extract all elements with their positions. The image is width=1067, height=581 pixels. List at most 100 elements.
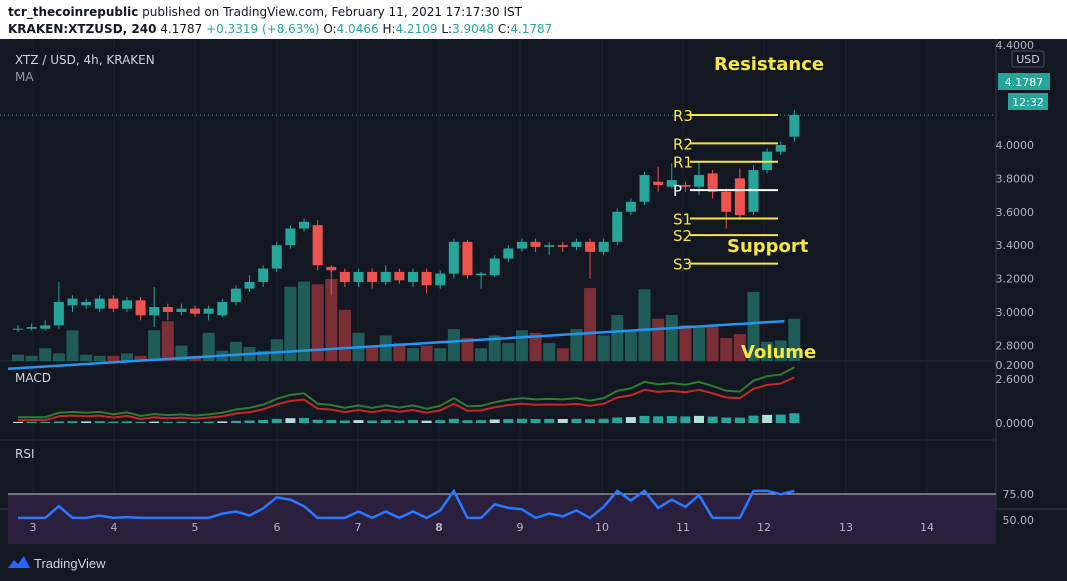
countdown-tag [1008,93,1048,110]
candle-body [312,225,323,266]
ohlc-line: KRAKEN:XTZUSD, 240 4.1787 +0.3319 (+8.63… [8,22,552,36]
macd-hist-bar [81,421,92,423]
indicator-lines [7,319,795,520]
macd-hist-bar [489,419,500,423]
volume-bar [311,284,324,361]
candle-body [230,288,241,302]
macd-hist-bar [666,416,677,423]
support-label: Support [727,236,809,257]
candle-body [94,298,105,309]
price-tick-label: 3.8000 [996,172,1035,185]
price-tag-value: 4.1787 [1005,76,1044,89]
macd-hist-bar [680,416,691,423]
footer: TradingView [0,544,1067,581]
volume-bar [420,345,433,361]
macd-hist-bar [748,415,759,423]
pane-title: XTZ / USD, 4h, KRAKEN [15,53,155,67]
candle-body [557,245,568,247]
high-label: H: [382,22,396,36]
candle-body [598,241,609,252]
pivot-level-label: S1 [673,210,692,228]
volume-bar [93,355,106,361]
candle-body [26,327,37,329]
pivot-level-label: R2 [673,135,693,153]
author-name[interactable]: tcr_thecoinrepublic [8,5,139,19]
time-tick-label: 9 [517,521,524,534]
volume-bar [638,289,651,361]
rsi-line [18,488,795,520]
resistance-label: Resistance [714,54,824,75]
low-value: 3.9048 [452,22,495,36]
candle-body [544,245,555,247]
candle-body [448,241,459,274]
candle-body [789,114,800,137]
candle-body [612,211,623,242]
candle-body [585,241,596,252]
time-tick-label: 11 [676,521,690,534]
macd-hist-bar [721,417,732,423]
candle-body [258,268,269,282]
candle-body [339,271,350,282]
volume-bar [447,329,460,361]
volume-bar [284,286,297,361]
close-label: C: [497,22,511,36]
time-tick-label: 4 [111,521,118,534]
volume-bar [393,343,406,361]
time-tick-label: 10 [595,521,609,534]
macd-hist-bar [312,419,323,423]
volume-bar [488,335,501,361]
volume-bar [229,341,242,361]
volume-bar [747,291,760,361]
volume-bar [774,340,787,361]
macd-hist-bar [625,417,636,423]
macd-hist-bar [230,420,241,423]
macd-hist-bar [339,420,350,423]
price-tick-label: 2.6000 [996,373,1035,386]
volume-bar [161,321,174,361]
volume-bar [298,281,311,361]
volume-bar [788,318,801,361]
price-tag [998,73,1050,90]
macd-hist-bar [707,416,718,423]
time-tick-label: 12 [757,521,771,534]
macd-hist-bar [353,420,364,423]
macd-hist-bar [217,421,228,423]
macd-hist-bar [639,415,650,423]
footer-brand[interactable]: TradingView [34,556,106,571]
candle-body [503,248,514,259]
time-tick-label: 14 [920,521,934,534]
candle-body [707,173,718,192]
price-tick-label: 3.2000 [996,273,1035,286]
volume-bar [733,334,746,361]
macd-hist-bar [653,416,664,423]
candle-body [271,245,282,269]
currency-box[interactable] [1011,50,1045,68]
volume-bar [434,348,447,361]
candle-body [121,300,132,309]
volume-bar [502,343,515,361]
price-tick-label: 2.8000 [996,339,1035,352]
volume-bar [39,348,52,361]
volume-bar [12,354,24,361]
macd-hist-bar [516,418,527,423]
macd-hist-bar [421,420,432,423]
price-tick-label: 3.4000 [996,239,1035,252]
rsi-band-fill [8,494,996,546]
volume-bar [80,354,93,361]
macd-hist-bar [40,421,51,423]
candle-body [13,328,23,330]
candle-body [149,306,160,316]
candle-body [135,300,146,316]
candle-body [476,273,487,276]
volume-bar [556,348,569,361]
macd-tick-label: 0.2000 [996,359,1035,372]
close-value: 4.1787 [510,22,553,36]
candle-body [244,281,255,289]
volume-bar [529,332,542,361]
macd-hist-bar [694,415,704,423]
volume-bar [693,327,705,361]
chart-area[interactable]: R3 R2 R1 P S1 S2 S3 2.6000 2.8000 3.0000 3.2000 3.… [0,39,1067,547]
macd-hist-bar [585,419,596,423]
